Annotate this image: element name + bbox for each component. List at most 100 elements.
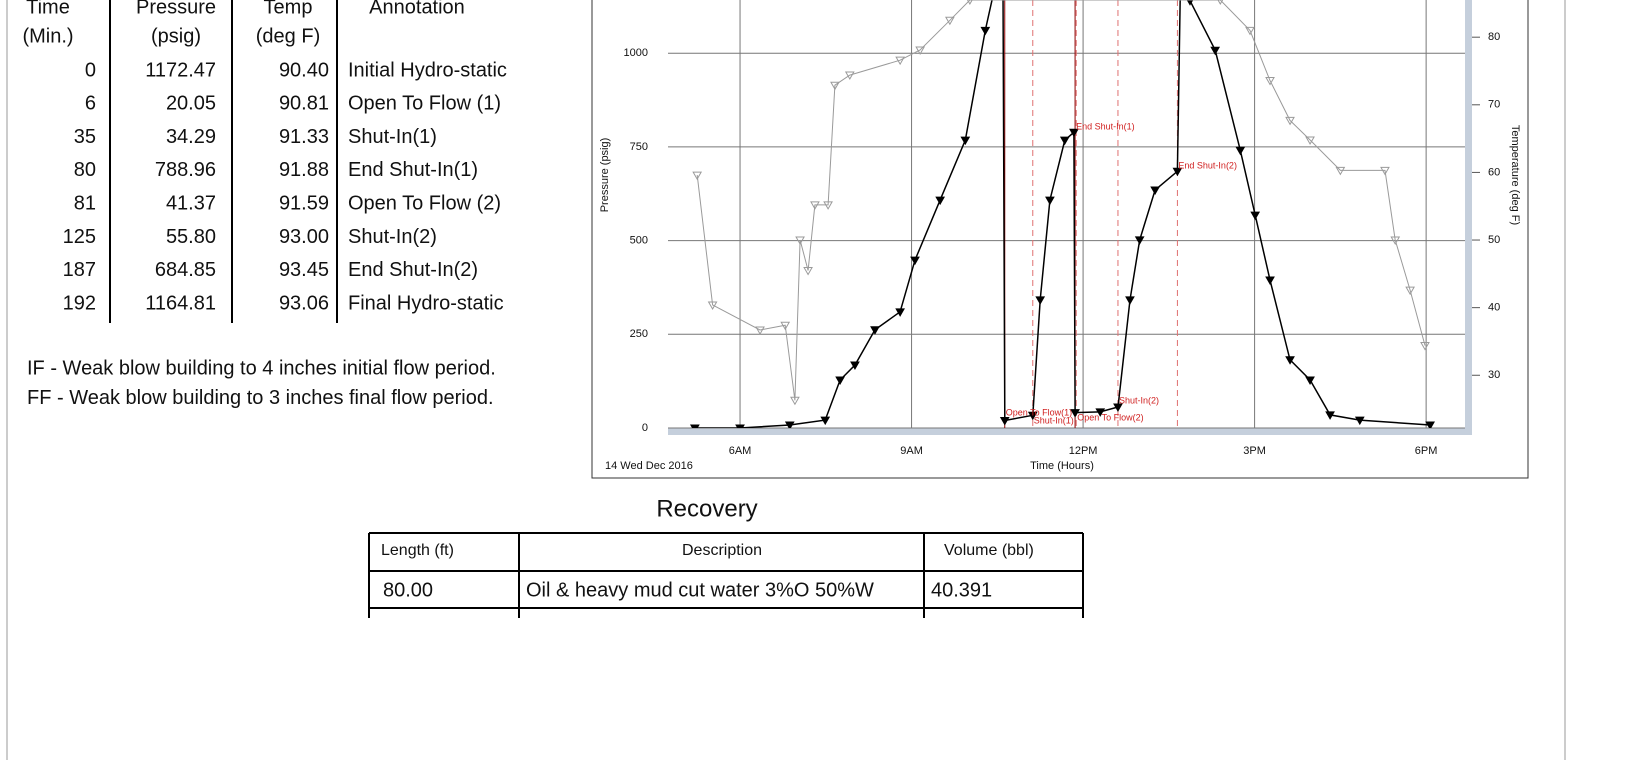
data-point xyxy=(1305,136,1315,145)
data-point xyxy=(1265,276,1275,285)
data-point xyxy=(1420,342,1430,351)
data-point xyxy=(823,201,833,210)
data-point xyxy=(1354,416,1365,426)
column-header: Annotation xyxy=(369,0,465,18)
table-cell: 40.391 xyxy=(931,579,992,601)
data-point xyxy=(1134,236,1145,245)
data-point xyxy=(1095,408,1106,417)
data-point xyxy=(915,46,925,56)
test-table: Time (Min.) Pressure (psig) Temp (deg F) Annot… xyxy=(22,0,507,323)
column-header: Time xyxy=(26,0,70,18)
table-cell: 788.96 xyxy=(155,159,216,181)
data-point xyxy=(844,71,855,81)
data-point xyxy=(830,81,840,91)
data-point xyxy=(1150,186,1160,196)
data-point xyxy=(1217,0,1224,6)
y-axis-label: Pressure (psig) xyxy=(599,138,611,213)
y2-tick-label: 40 xyxy=(1488,302,1500,314)
data-point xyxy=(735,424,745,428)
y-tick-label: 750 xyxy=(630,141,648,153)
table-cell: 187 xyxy=(63,259,96,281)
data-point xyxy=(820,416,831,426)
data-point xyxy=(1245,26,1255,36)
table-cell: 55.80 xyxy=(166,226,216,248)
data-point xyxy=(1285,116,1295,126)
table-cell: 93.45 xyxy=(279,259,329,281)
data-point xyxy=(1390,236,1401,246)
chart: 14 Wed Dec 2016 Time (Hours) Pressure (p… xyxy=(591,0,1529,479)
y2-tick-label: 80 xyxy=(1488,31,1500,43)
data-point xyxy=(1235,146,1246,156)
x-tick-label: 6AM xyxy=(729,445,752,457)
column-header: Volume (bbl) xyxy=(944,542,1034,559)
recovery: Recovery Length (ft) Description Volume (b… xyxy=(368,495,1084,618)
table-cell: 93.06 xyxy=(279,292,329,314)
data-point xyxy=(784,421,795,428)
axis-floor xyxy=(668,428,1472,435)
data-point xyxy=(1285,356,1295,365)
table-cell: Final Hydro-static xyxy=(348,292,504,314)
data-point xyxy=(690,424,700,428)
data-point xyxy=(910,256,920,266)
column-header: Length (ft) xyxy=(381,542,454,559)
event-label: Shut-In(2) xyxy=(1119,395,1159,405)
data-point xyxy=(999,417,1010,426)
event-label: Open To Flow(1) xyxy=(1006,407,1072,417)
column-header: (Min.) xyxy=(22,25,73,47)
y2-tick-label: 30 xyxy=(1488,369,1500,381)
x-tick-label: 3PM xyxy=(1243,445,1266,457)
y-tick-label: 0 xyxy=(642,422,648,434)
x-tick-label: 6PM xyxy=(1415,445,1438,457)
table-cell: 41.37 xyxy=(166,192,216,214)
data-point xyxy=(707,301,718,310)
table-cell: Shut-In(2) xyxy=(348,226,437,248)
note: FF - Weak blow building to 3 inches fina… xyxy=(27,387,494,409)
table-cell: End Shut-In(1) xyxy=(348,159,478,181)
event-label: End Shut-In(1) xyxy=(1076,121,1135,131)
data-point xyxy=(1186,0,1194,6)
table-cell: 1172.47 xyxy=(145,59,216,81)
x-tick-label: 9AM xyxy=(900,445,923,457)
data-point xyxy=(1250,211,1261,221)
page-border xyxy=(6,0,1566,760)
x-tick-label: 12PM xyxy=(1069,445,1098,457)
data-point xyxy=(835,376,845,386)
table-cell: Oil & heavy mud cut water 3%O 50%W xyxy=(526,579,874,601)
data-point xyxy=(1380,166,1390,176)
x-axis-label: Time (Hours) xyxy=(1030,460,1094,472)
axis-wall xyxy=(1465,0,1472,435)
table-cell: 80.00 xyxy=(383,579,433,601)
table-cell: 192 xyxy=(63,292,96,314)
column-header: (psig) xyxy=(151,25,201,47)
data-point xyxy=(895,56,905,66)
data-point xyxy=(1035,296,1046,305)
data-point xyxy=(1125,296,1135,305)
column-header: Temp xyxy=(264,0,313,18)
table-cell: Open To Flow (1) xyxy=(348,93,501,115)
event-label: Open To Flow(2) xyxy=(1077,412,1143,422)
data-point xyxy=(1425,421,1435,428)
column-header: (deg F) xyxy=(256,25,320,47)
table-cell: 91.33 xyxy=(279,126,329,148)
data-point xyxy=(692,171,703,181)
data-point xyxy=(870,326,880,335)
data-point xyxy=(1210,46,1221,56)
column-header: Pressure xyxy=(136,0,216,18)
data-point xyxy=(790,396,800,406)
table-cell: Open To Flow (2) xyxy=(348,192,501,214)
y-tick-label: 250 xyxy=(630,328,648,340)
note: IF - Weak blow building to 4 inches init… xyxy=(27,357,496,379)
table-cell: 6 xyxy=(85,93,96,115)
table-cell: 90.40 xyxy=(279,59,329,81)
data-point xyxy=(967,0,973,6)
table-cell: 35 xyxy=(74,126,96,148)
data-point xyxy=(1113,403,1123,413)
data-point xyxy=(1405,286,1415,296)
table-cell: 81 xyxy=(74,192,96,214)
table-cell: 91.88 xyxy=(279,159,329,181)
data-point xyxy=(1070,409,1080,418)
data-point xyxy=(850,361,860,371)
y-tick-label: 500 xyxy=(630,235,648,247)
data-point xyxy=(935,196,946,206)
series-line xyxy=(696,0,1426,401)
